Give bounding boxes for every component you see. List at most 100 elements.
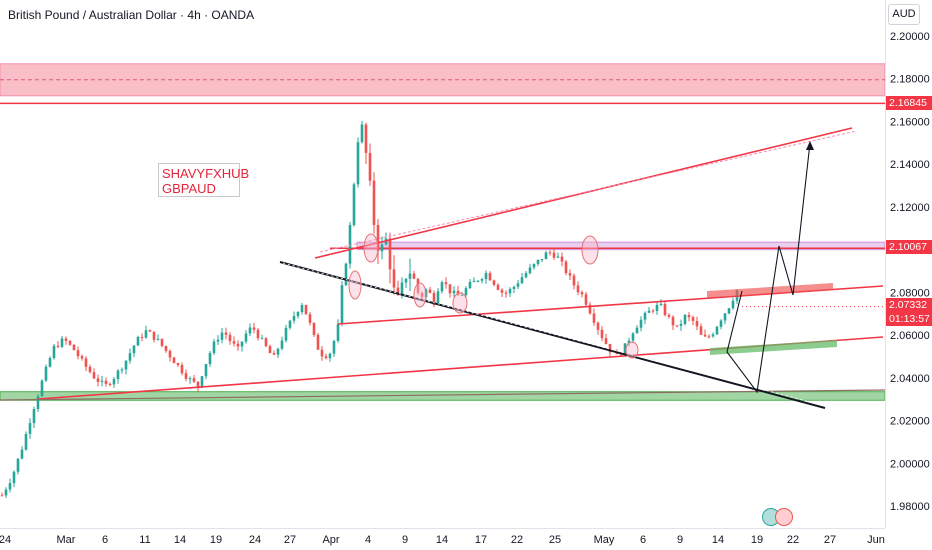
y-tick-label: 2.14000 xyxy=(890,159,930,171)
candle-body xyxy=(468,282,472,289)
candle-body xyxy=(188,378,192,380)
candle-body xyxy=(152,331,156,340)
candle-body xyxy=(268,346,272,354)
highlight-ellipse xyxy=(452,292,468,314)
price-axis-separator xyxy=(885,0,886,528)
candle-body xyxy=(292,316,296,321)
candle-body xyxy=(168,350,172,358)
candle-body xyxy=(440,282,444,292)
candle-body xyxy=(592,313,596,323)
highlight-ellipse xyxy=(581,235,599,265)
candle-body xyxy=(324,356,328,359)
price-tag-resistance-top: 2.16845 xyxy=(886,96,932,110)
candle-body xyxy=(480,279,484,281)
x-tick-label: 27 xyxy=(824,534,836,546)
candle-body xyxy=(496,284,500,290)
candle-body xyxy=(528,267,532,274)
candle-body xyxy=(344,263,348,286)
candle-body xyxy=(76,350,80,357)
candle-body xyxy=(376,225,380,252)
candle-body xyxy=(679,323,683,326)
x-tick-label: 14 xyxy=(436,534,448,546)
x-tick-label: 17 xyxy=(475,534,487,546)
candle-body xyxy=(360,124,364,143)
x-tick-label: 25 xyxy=(549,534,561,546)
currency-button[interactable]: AUD xyxy=(888,4,920,25)
candle-body xyxy=(400,282,404,295)
candle-body xyxy=(600,329,604,339)
resistance-highlight xyxy=(707,283,833,298)
candle-body xyxy=(128,353,132,361)
candle-body xyxy=(663,303,667,315)
candle-body xyxy=(428,289,432,293)
candle-body xyxy=(436,291,440,305)
candle-body xyxy=(56,345,60,347)
candle-body xyxy=(272,353,276,355)
x-tick-label: 24 xyxy=(249,534,261,546)
candle-body xyxy=(88,366,92,373)
candle-body xyxy=(707,336,711,338)
x-tick-label: Jun xyxy=(867,534,885,546)
candle-body xyxy=(576,285,580,293)
candle-body xyxy=(52,345,56,358)
symbol-title[interactable]: British Pound / Australian Dollar · 4h ·… xyxy=(8,8,255,22)
candle-body xyxy=(444,282,448,285)
x-tick-label: 6 xyxy=(102,534,108,546)
candle-body xyxy=(336,324,340,341)
candle-body xyxy=(92,372,96,379)
candle-body xyxy=(332,340,336,354)
candle-body xyxy=(596,322,600,330)
projection-arrow-head xyxy=(806,141,814,150)
candle-body xyxy=(484,273,488,280)
candle-body xyxy=(671,316,675,326)
candle-body xyxy=(608,343,612,353)
candle-body xyxy=(588,304,592,314)
candle-body xyxy=(536,259,540,264)
candle-body xyxy=(516,283,520,287)
candle-body xyxy=(504,292,508,294)
candle-body xyxy=(308,314,312,323)
candle-body xyxy=(348,225,352,264)
candle-body xyxy=(552,252,556,258)
candle-body xyxy=(584,294,588,305)
candle-body xyxy=(703,334,707,337)
candle-body xyxy=(228,334,232,342)
x-tick-label: 14 xyxy=(712,534,724,546)
highlight-ellipse xyxy=(413,282,427,308)
price-tag-current: 2.07332 xyxy=(886,298,932,312)
candle-body xyxy=(216,339,220,342)
candle-body xyxy=(643,312,647,320)
dividend-icon[interactable] xyxy=(775,508,793,526)
candle-body xyxy=(220,332,224,340)
candle-body xyxy=(340,285,344,325)
candle-body xyxy=(512,286,516,289)
candle-body xyxy=(548,252,552,254)
candle-body xyxy=(667,314,671,317)
candle-body xyxy=(252,327,256,330)
candle-body xyxy=(352,184,356,226)
watermark-author: SHAVYFXHUB xyxy=(162,166,250,181)
candle-body xyxy=(572,275,576,286)
price-tag-resistance-mid: 2.10067 xyxy=(886,240,932,254)
highlight-ellipse xyxy=(348,270,362,300)
x-tick-label: 9 xyxy=(402,534,408,546)
candle-body xyxy=(492,280,496,285)
candle-body xyxy=(476,280,480,282)
candle-body xyxy=(356,142,360,185)
candle-body xyxy=(719,320,723,327)
candle-body xyxy=(32,409,36,424)
candle-body xyxy=(8,483,12,490)
upper-trendline-dashed xyxy=(319,130,857,253)
candle-body xyxy=(460,295,464,297)
x-tick-label: 6 xyxy=(640,534,646,546)
candle-body xyxy=(304,304,308,315)
candle-body xyxy=(28,423,32,434)
candle-body xyxy=(544,252,548,260)
y-tick-label: 2.20000 xyxy=(890,31,930,43)
candle-body xyxy=(224,332,228,335)
candle-body xyxy=(564,261,568,274)
candle-body xyxy=(316,334,320,350)
candle-body xyxy=(715,326,719,335)
